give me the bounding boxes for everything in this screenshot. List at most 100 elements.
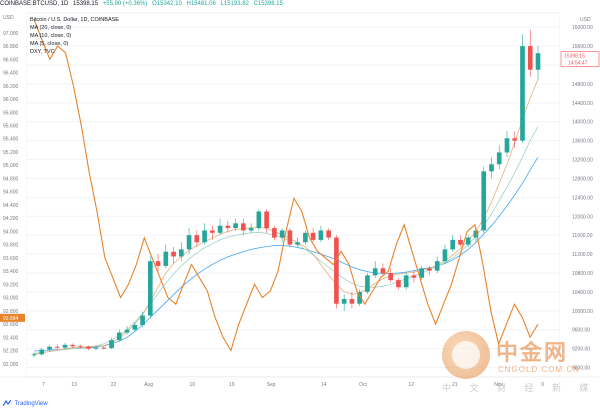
candle-body [504, 138, 510, 153]
left-axis-tick: 92.000 [3, 362, 19, 368]
left-axis-tick: 94.200 [3, 216, 19, 222]
left-axis-tick: 95.800 [3, 110, 19, 116]
left-axis-tick: 94.600 [3, 190, 19, 196]
candle-body [225, 225, 231, 229]
right-axis-tick: 13200.00 [572, 158, 593, 164]
close-value: C15398.15 [253, 1, 283, 7]
right-axis-tick: 14000.00 [572, 120, 593, 126]
candle-body [202, 230, 207, 243]
candle-body [303, 232, 308, 243]
ma20-line-path [33, 156, 539, 352]
candle-body [116, 332, 122, 341]
candle-body [419, 268, 425, 278]
left-axis-tick: 92.800 [3, 309, 19, 315]
symbol-info-bar: COINBASE:BTCUSD, 1D 15398.15 +55.90 (+0.… [0, 0, 600, 9]
candle-body [380, 268, 386, 273]
left-price-badge-label: 92.694 [3, 316, 19, 322]
candle-body [39, 349, 45, 355]
right-axis-tick: 12400.00 [572, 195, 593, 201]
candle-body [434, 261, 440, 271]
candle-body [279, 230, 285, 238]
watermark-brand: 中金网 [496, 341, 569, 366]
candle-body [520, 46, 525, 141]
right-axis-tick: 15600.00 [572, 44, 593, 50]
left-axis-tick: 96.200 [3, 84, 19, 90]
tradingview-footer[interactable]: TradingView [0, 399, 600, 409]
watermark-subtitle: 中 文 财 经 新 媒 体 [442, 383, 600, 393]
candle-body [272, 228, 277, 238]
candle-body [109, 340, 114, 349]
candle-body [450, 239, 456, 250]
candle-body [256, 211, 262, 229]
open-value: O15342.10 [152, 1, 182, 7]
right-axis-tick: 16000.00 [572, 25, 593, 31]
candle-body [496, 152, 502, 165]
right-axis-tick: 9600.00 [572, 328, 590, 334]
price-chart[interactable]: USD 97.000 96.800 96.600 96.400 96.200 96.000 9… [0, 9, 600, 399]
chart-grid [25, 12, 561, 378]
candle-body [527, 46, 533, 70]
candle-body [326, 230, 331, 238]
candle-body [481, 171, 487, 231]
left-axis-tick: 95.600 [3, 124, 19, 130]
left-axis-tick: 92.400 [3, 335, 19, 341]
left-axis-tick: 93.000 [3, 296, 19, 302]
candle-body [93, 347, 99, 349]
x-axis-tick: Aug [144, 382, 153, 388]
watermark-url: CNGOLD.COM.CN [498, 365, 580, 374]
candle-body [310, 232, 316, 240]
symbol-label[interactable]: COINBASE:BTCUSD, 1D [0, 1, 69, 7]
candle-body [163, 251, 169, 266]
left-axis-tick: 97.000 [3, 31, 19, 37]
candle-body [427, 268, 432, 271]
right-price-badge [560, 51, 600, 67]
right-axis-tick: 14400.00 [572, 101, 593, 107]
candle-body [78, 346, 83, 348]
left-axis-tick: 94.800 [3, 176, 19, 182]
candle-body [287, 230, 293, 245]
right-axis-tick: 10400.00 [572, 290, 593, 296]
btc-candles [31, 29, 541, 358]
candle-body [54, 346, 60, 348]
left-axis-tick: 93.200 [3, 282, 19, 288]
candle-body [171, 251, 176, 257]
right-axis-bg [560, 9, 600, 377]
left-axis-tick: 94.400 [3, 203, 19, 209]
candle-body [132, 325, 138, 330]
candle-body [194, 235, 200, 243]
x-axis-tick: 14 [321, 382, 327, 388]
right-axis-tick: 10800.00 [572, 271, 593, 277]
right-axis-tick: 8800.00 [572, 366, 590, 372]
candle-body [365, 275, 370, 292]
x-axis-tick: 22 [111, 382, 117, 388]
left-axis-tick: 96.800 [3, 44, 19, 50]
candle-body [210, 230, 215, 233]
dxy-path [33, 19, 539, 352]
ma20-line [33, 156, 539, 352]
candle-body [124, 329, 130, 333]
tradingview-brand[interactable]: TradingView [14, 401, 48, 407]
candle-body [241, 223, 246, 231]
dxy-line [33, 19, 539, 352]
left-axis-tick: 93.400 [3, 269, 19, 275]
right-price-badge-time: 14:54:47 [568, 61, 588, 67]
candle-body [465, 237, 471, 245]
candle-body [396, 280, 401, 288]
candle-body [411, 275, 417, 278]
x-axis-tick: 9 [541, 382, 544, 388]
left-axis-tick: 96.600 [3, 57, 19, 63]
candle-body [62, 344, 68, 348]
candle-body [248, 228, 254, 231]
x-axis-tick: 7 [42, 382, 45, 388]
candle-body [85, 346, 91, 349]
left-axis-tick: 95.000 [3, 163, 19, 169]
legend-entry: MA (5, close, 0) [30, 41, 68, 47]
right-axis-tick: 12800.00 [572, 176, 593, 182]
candle-body [155, 261, 161, 266]
cngold-logo-icon [442, 331, 490, 379]
candle-body [334, 237, 339, 304]
chart-legend: Bitcoin / U.S. Dollar, 1D, COINBASE MA (2… [30, 17, 119, 55]
tradingview-logo-icon [3, 400, 11, 407]
right-axis-tick: 13600.00 [572, 139, 593, 145]
candle-body [403, 275, 409, 288]
